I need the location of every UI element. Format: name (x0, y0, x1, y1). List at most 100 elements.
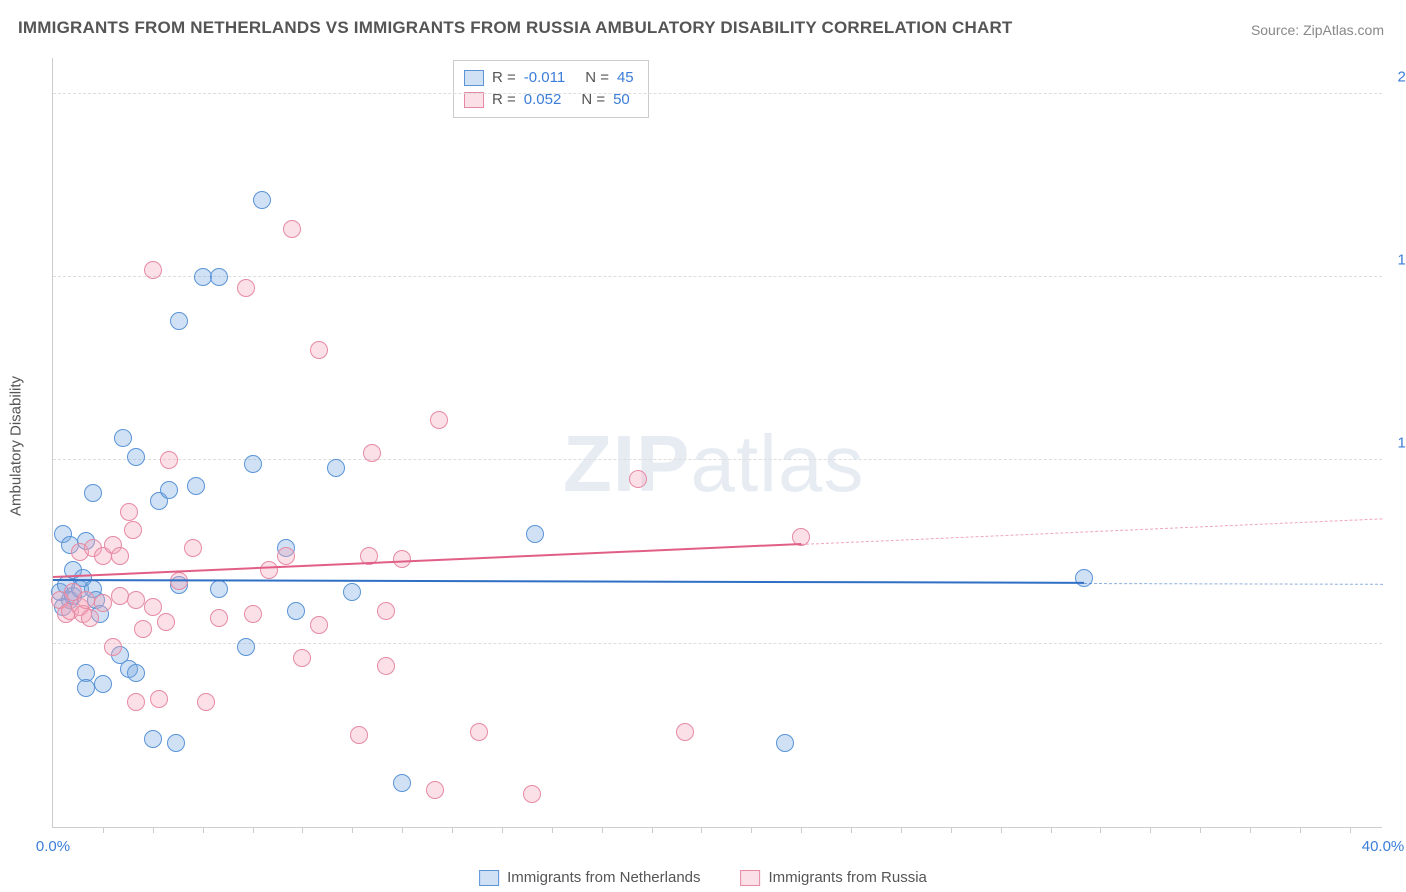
x-tick (502, 827, 503, 833)
data-point-russia (210, 609, 228, 627)
data-point-netherlands (170, 312, 188, 330)
x-tick (951, 827, 952, 833)
data-point-russia (160, 451, 178, 469)
x-tick (801, 827, 802, 833)
data-point-russia (127, 591, 145, 609)
legend-swatch-netherlands (479, 870, 499, 886)
x-tick (1100, 827, 1101, 833)
legend-swatch-russia (464, 92, 484, 108)
legend-n-value: 45 (617, 67, 634, 89)
data-point-netherlands (393, 774, 411, 792)
x-tick (302, 827, 303, 833)
plot-area: ZIPatlas R =-0.011N =45R =0.052N =50 5.0… (52, 58, 1382, 828)
data-point-russia (260, 561, 278, 579)
data-point-russia (363, 444, 381, 462)
data-point-russia (377, 602, 395, 620)
data-point-netherlands (114, 429, 132, 447)
gridline-horizontal (53, 93, 1382, 94)
x-tick (1051, 827, 1052, 833)
data-point-russia (127, 693, 145, 711)
gridline-horizontal (53, 276, 1382, 277)
data-point-netherlands (776, 734, 794, 752)
data-point-netherlands (327, 459, 345, 477)
x-tick (253, 827, 254, 833)
data-point-netherlands (210, 268, 228, 286)
data-point-netherlands (287, 602, 305, 620)
y-tick-label: 20.0% (1397, 68, 1406, 85)
legend-row-netherlands: R =-0.011N =45 (464, 67, 634, 89)
data-point-netherlands (526, 525, 544, 543)
data-point-russia (77, 591, 95, 609)
data-point-russia (150, 690, 168, 708)
data-point-russia (310, 341, 328, 359)
data-point-russia (629, 470, 647, 488)
data-point-russia (104, 638, 122, 656)
data-point-russia (237, 279, 255, 297)
data-point-netherlands (167, 734, 185, 752)
data-point-russia (120, 503, 138, 521)
data-point-netherlands (127, 448, 145, 466)
x-tick (1200, 827, 1201, 833)
data-point-russia (144, 261, 162, 279)
data-point-russia (277, 547, 295, 565)
data-point-russia (94, 594, 112, 612)
watermark: ZIPatlas (563, 418, 864, 510)
data-point-russia (111, 587, 129, 605)
legend-swatch-netherlands (464, 70, 484, 86)
data-point-netherlands (84, 484, 102, 502)
x-tick (652, 827, 653, 833)
data-point-netherlands (94, 675, 112, 693)
x-tick (153, 827, 154, 833)
legend-label: Immigrants from Netherlands (507, 869, 700, 886)
x-tick (1250, 827, 1251, 833)
x-tick (1300, 827, 1301, 833)
y-tick-label: 10.0% (1397, 435, 1406, 452)
x-tick (1001, 827, 1002, 833)
trendline-russia-extrapolated (801, 518, 1383, 545)
watermark-zip: ZIP (563, 419, 690, 508)
data-point-russia (293, 649, 311, 667)
data-point-netherlands (127, 664, 145, 682)
data-point-russia (676, 723, 694, 741)
data-point-russia (134, 620, 152, 638)
series-legend: Immigrants from Netherlands Immigrants fr… (479, 869, 927, 886)
data-point-netherlands (160, 481, 178, 499)
data-point-russia (124, 521, 142, 539)
data-point-netherlands (343, 583, 361, 601)
data-point-russia (350, 726, 368, 744)
data-point-netherlands (244, 455, 262, 473)
data-point-russia (470, 723, 488, 741)
trendline-netherlands-extrapolated (1084, 583, 1383, 585)
x-tick (851, 827, 852, 833)
data-point-russia (81, 609, 99, 627)
x-tick (602, 827, 603, 833)
x-tick (1150, 827, 1151, 833)
chart-title: IMMIGRANTS FROM NETHERLANDS VS IMMIGRANT… (18, 18, 1013, 38)
data-point-russia (244, 605, 262, 623)
data-point-netherlands (77, 679, 95, 697)
data-point-russia (111, 547, 129, 565)
data-point-russia (157, 613, 175, 631)
data-point-russia (184, 539, 202, 557)
data-point-russia (310, 616, 328, 634)
x-tick (751, 827, 752, 833)
legend-r-value: -0.011 (524, 67, 565, 89)
data-point-netherlands (194, 268, 212, 286)
x-tick (1350, 827, 1351, 833)
legend-label: Immigrants from Russia (769, 869, 927, 886)
trendline-russia (53, 543, 801, 578)
x-tick-label: 40.0% (1362, 838, 1405, 855)
x-tick (701, 827, 702, 833)
correlation-legend: R =-0.011N =45R =0.052N =50 (453, 60, 649, 118)
watermark-atlas: atlas (690, 419, 864, 508)
data-point-russia (377, 657, 395, 675)
data-point-netherlands (210, 580, 228, 598)
x-tick (402, 827, 403, 833)
data-point-netherlands (187, 477, 205, 495)
x-tick (103, 827, 104, 833)
legend-n-label: N = (585, 67, 609, 89)
x-tick (203, 827, 204, 833)
x-tick-label: 0.0% (36, 838, 70, 855)
x-tick (452, 827, 453, 833)
data-point-russia (283, 220, 301, 238)
